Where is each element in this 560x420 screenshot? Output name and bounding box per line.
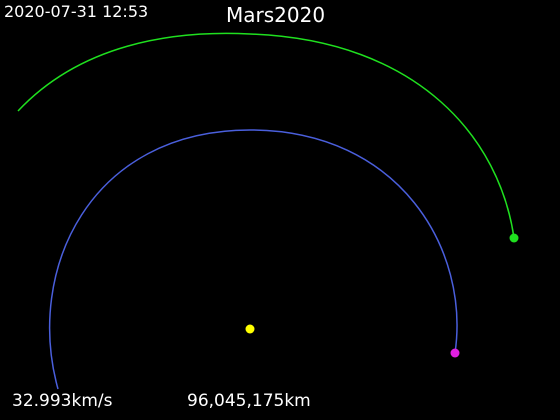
distance-readout: 96,045,175km [187,391,311,411]
timestamp-label: 2020-07-31 12:53 [4,2,149,21]
earth-orbit-path [49,129,458,390]
speed-readout: 32.993km/s [12,391,113,411]
spacecraft-trajectory-path [17,32,515,239]
earth-marker [450,348,460,358]
sun-marker [245,324,255,334]
spacecraft-marker [509,233,519,243]
animation-title: Mars2020 [226,3,326,27]
